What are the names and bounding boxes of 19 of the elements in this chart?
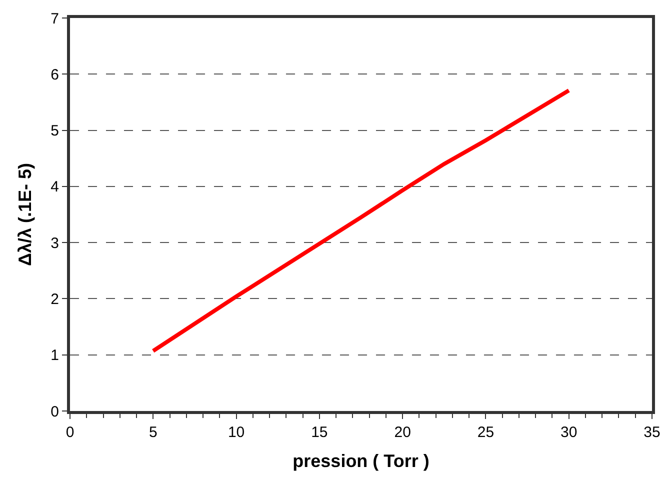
y-tick-label: 4 (50, 178, 59, 196)
x-tick-label: 5 (148, 424, 158, 441)
y-tick-label: 1 (50, 347, 59, 364)
y-tick-label: 0 (50, 403, 59, 420)
line-series (151, 88, 571, 353)
y-tick-label: 7 (50, 10, 59, 28)
x-tick-label: 35 (644, 424, 660, 441)
x-tick-label: 20 (394, 424, 411, 441)
y-tick-label: 2 (50, 290, 59, 308)
x-axis-title: pression ( Torr ) (292, 451, 430, 472)
y-axis-title: Δλ/λ (.1E- 5) (14, 163, 35, 266)
x-tick-label: 15 (311, 424, 328, 441)
x-tick-label: 10 (228, 424, 245, 441)
y-tick-label: 3 (50, 234, 59, 252)
y-tick-label: 6 (50, 66, 59, 84)
x-tick-label: 30 (560, 424, 578, 441)
x-tick-label: 25 (477, 424, 494, 441)
y-tick-label: 5 (50, 122, 59, 140)
x-tick-label: 0 (66, 424, 74, 441)
